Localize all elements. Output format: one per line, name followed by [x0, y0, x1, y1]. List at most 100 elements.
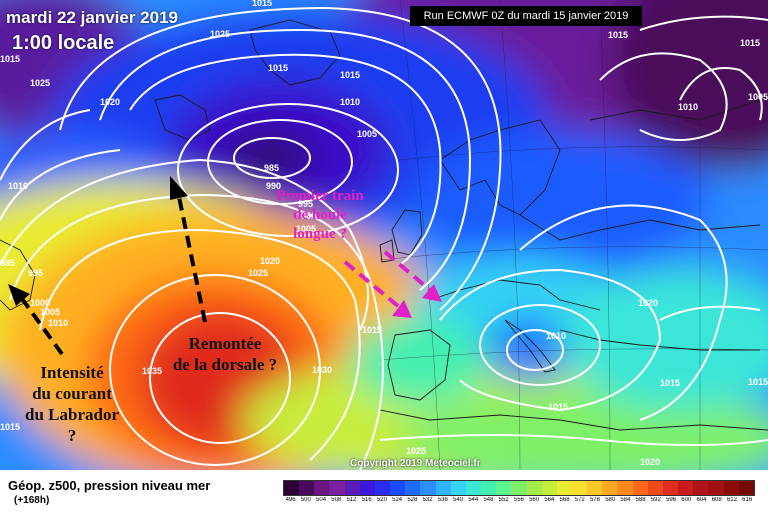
run-info: Run ECMWF 0Z du mardi 15 janvier 2019 — [410, 6, 642, 26]
isobars — [0, 6, 768, 470]
annotation-dorsale: Remontée de la dorsale ? — [150, 333, 300, 375]
color-scale-tick: 596 — [666, 497, 677, 503]
forecast-time: 1:00 locale — [12, 32, 115, 54]
annotation-line: du courant — [32, 384, 112, 403]
isobar-label: 1015 — [608, 30, 628, 40]
color-scale-cell — [359, 481, 375, 495]
color-scale-tick: 548 — [483, 497, 494, 503]
annotation-line: Remontée — [188, 334, 262, 353]
color-scale-cell — [314, 481, 330, 495]
color-scale — [283, 480, 755, 496]
color-scale-cell — [420, 481, 436, 495]
isobar-label: 1005 — [296, 224, 316, 234]
color-scale-cell — [526, 481, 542, 495]
isobar-label: 1010 — [48, 318, 68, 328]
isobar-labels: 1015 1025 1025 1020 1015 1015 1010 1005 … — [0, 0, 768, 467]
color-scale-tick: 552 — [498, 497, 509, 503]
legend-panel: Géop. z500, pression niveau mer (+168h) … — [0, 470, 768, 512]
isobar-label: 1015 — [748, 377, 768, 387]
color-scale-tick: 512 — [346, 497, 357, 503]
isobar-label: 1015 — [0, 422, 20, 432]
annotation-labrador: Intensité du courant du Labrador ? — [12, 362, 132, 446]
annotation-line: ? — [67, 426, 77, 445]
isobar-label: 1025 — [406, 446, 426, 456]
graticule — [379, 0, 768, 470]
color-scale-cell — [678, 481, 694, 495]
arrow-head-icon — [170, 176, 188, 200]
color-scale-tick: 584 — [620, 497, 631, 503]
color-scale-cell — [435, 481, 451, 495]
color-scale-tick: 532 — [422, 497, 433, 503]
color-scale-tick: 616 — [742, 497, 753, 503]
legend-subtitle: (+168h) — [14, 495, 50, 506]
isobar-label: 1015 — [362, 325, 382, 335]
isobar-label: 1025 — [30, 78, 50, 88]
annotation-line: Intensité — [40, 363, 104, 382]
isobar-label: 1015 — [268, 63, 288, 73]
isobar-label: 1005 — [357, 129, 377, 139]
forecast-date: mardi 22 janvier 2019 — [6, 8, 179, 27]
isobar-label: 985 — [264, 163, 279, 173]
color-scale-cell — [284, 481, 300, 495]
map-canvas: 1015 1025 1025 1020 1015 1015 1010 1005 … — [0, 0, 768, 470]
color-scale-cell — [496, 481, 512, 495]
color-scale-cell — [465, 481, 482, 495]
isobar-label: 1020 — [638, 298, 658, 308]
isobar-label: 1020 — [100, 97, 120, 107]
isobar-label: 1015 — [660, 378, 680, 388]
isobar-label: 1015 — [0, 54, 20, 64]
isobar-label: 985 — [0, 258, 15, 268]
coastlines — [0, 19, 768, 431]
color-scale-tick: 560 — [529, 497, 540, 503]
color-scale-tick: 612 — [726, 497, 737, 503]
isobar-label: 1015 — [740, 38, 760, 48]
isobar-label: 1010 — [546, 331, 566, 341]
isobar-label: 995 — [298, 199, 313, 209]
color-scale-tick: 588 — [635, 497, 646, 503]
annotation-line: longue ? — [293, 226, 347, 242]
color-scale-tick: 580 — [605, 497, 616, 503]
arrow-head-icon — [422, 284, 442, 302]
color-scale-tick: 504 — [316, 497, 327, 503]
color-scale-cell — [602, 481, 618, 495]
color-scale-tick: 496 — [285, 497, 296, 503]
color-scale-cell — [511, 481, 527, 495]
color-scale-cell — [556, 481, 572, 495]
annotation-line: du Labrador — [25, 405, 119, 424]
color-scale-tick: 556 — [513, 497, 524, 503]
color-scale-cell — [723, 481, 739, 495]
color-scale-tick: 528 — [407, 497, 418, 503]
color-scale-cell — [299, 481, 315, 495]
isobar-label: 1010 — [678, 102, 698, 112]
isobar-label: 1030 — [312, 365, 332, 375]
color-scale-tick: 604 — [696, 497, 707, 503]
color-scale-ticks: 496 500 504 508 512 516 520 524 528 532 536 540 544 5… — [283, 497, 755, 503]
color-scale-cell — [329, 481, 345, 495]
isobar-label: 1025 — [248, 268, 268, 278]
copyright: Copyright 2019 Meteociel.fr — [350, 458, 481, 469]
annotation-line: de la dorsale ? — [172, 355, 278, 374]
arrow-head-icon — [8, 284, 30, 306]
color-scale-tick: 544 — [468, 497, 479, 503]
color-scale-cell — [647, 481, 663, 495]
color-scale-cell — [541, 481, 557, 495]
color-scale-cell — [390, 481, 406, 495]
annotation-arrows — [8, 176, 442, 356]
isobar-label: 1020 — [260, 256, 280, 266]
color-scale-cell — [693, 481, 709, 495]
color-scale-tick: 568 — [559, 497, 570, 503]
color-scale-cell — [571, 481, 588, 495]
annotation-line: Premier train — [276, 188, 364, 204]
isobar-label: 1000 — [30, 298, 50, 308]
annotation-line: de houle — [293, 207, 347, 223]
color-scale-tick: 576 — [589, 497, 600, 503]
color-scale-cell — [617, 481, 633, 495]
isobar-label: 1010 — [340, 97, 360, 107]
color-scale-cell — [632, 481, 648, 495]
color-scale-cell — [708, 481, 724, 495]
isobar-label: 1005 — [748, 92, 768, 102]
isobar-label: 1015 — [252, 0, 272, 8]
color-scale-cell — [374, 481, 391, 495]
color-scale-tick: 516 — [361, 497, 372, 503]
